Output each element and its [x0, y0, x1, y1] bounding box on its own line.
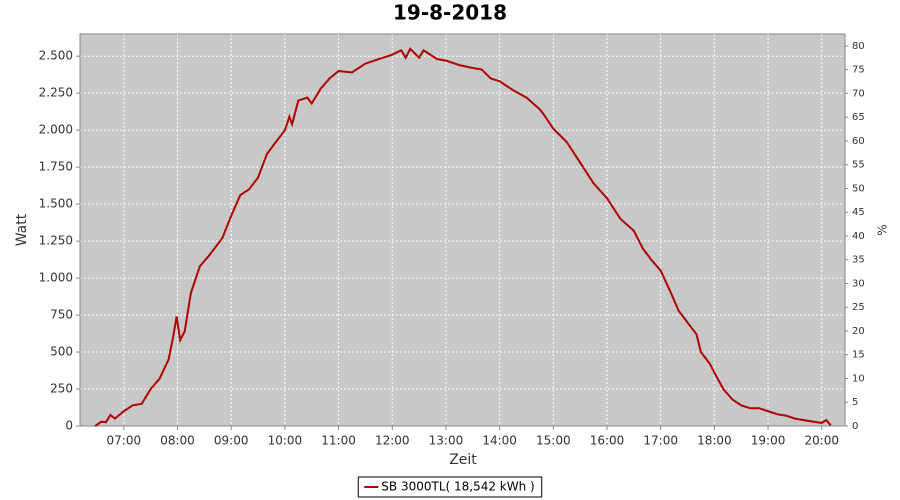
x-axis-label: Zeit	[449, 452, 477, 468]
y2-tick-label: 10	[852, 373, 865, 384]
x-tick-label: 19:00	[751, 434, 786, 448]
y2-tick-label: 80	[852, 41, 865, 52]
x-tick-label: 10:00	[268, 434, 303, 448]
y2-tick-label: 75	[852, 65, 865, 76]
line-series	[94, 47, 832, 427]
x-tick-label: 09:00	[214, 434, 249, 448]
plot-area	[80, 34, 845, 426]
y-tick-label: 1.000	[39, 271, 73, 285]
y2-tick-label: 35	[852, 255, 865, 266]
legend-box	[357, 476, 543, 498]
y-tick-label: 500	[50, 345, 73, 359]
y-tick-label: 250	[50, 382, 73, 396]
x-tick-label: 11:00	[321, 434, 356, 448]
y2-tick-label: 40	[852, 231, 865, 242]
y2-tick-label: 25	[852, 302, 865, 313]
y2-tick-label: 65	[852, 112, 865, 123]
y2-axis-label: %	[876, 224, 890, 235]
y2-tick-label: 50	[852, 183, 865, 194]
x-tick-label: 12:00	[375, 434, 410, 448]
y2-tick-label: 20	[852, 326, 865, 337]
chart-title: 19-8-2018	[393, 1, 507, 25]
y-tick-label: 0	[65, 419, 73, 433]
y-tick-label: 1.500	[39, 197, 73, 211]
x-tick-label: 13:00	[429, 434, 464, 448]
x-tick-label: 20:00	[804, 434, 839, 448]
y2-tick-label: 30	[852, 278, 865, 289]
y2-tick-label: 5	[852, 397, 858, 408]
legend-label: SB 3000TL( 18,542 kWh )	[381, 480, 534, 494]
y2-tick-label: 70	[852, 88, 865, 99]
y-tick-label: 750	[50, 308, 73, 322]
y2-tick-label: 45	[852, 207, 865, 218]
y-tick-label: 1.250	[39, 234, 73, 248]
y-tick-label: 2.250	[39, 86, 73, 100]
y2-tick-label: 15	[852, 350, 865, 361]
y-tick-label: 1.750	[39, 160, 73, 174]
y2-tick-label: 60	[852, 136, 865, 147]
y-tick-label: 2.500	[39, 49, 73, 63]
x-tick-label: 18:00	[697, 434, 732, 448]
x-tick-label: 08:00	[160, 434, 195, 448]
x-tick-label: 14:00	[482, 434, 517, 448]
y2-tick-label: 0	[852, 421, 858, 432]
plot-border	[79, 33, 846, 427]
x-tick-label: 16:00	[590, 434, 625, 448]
y-tick-label: 2.000	[39, 123, 73, 137]
y2-tick-label: 55	[852, 160, 865, 171]
x-tick-label: 17:00	[643, 434, 678, 448]
x-tick-label: 15:00	[536, 434, 571, 448]
x-tick-label: 07:00	[107, 434, 142, 448]
y-axis-label: Watt	[14, 213, 30, 246]
